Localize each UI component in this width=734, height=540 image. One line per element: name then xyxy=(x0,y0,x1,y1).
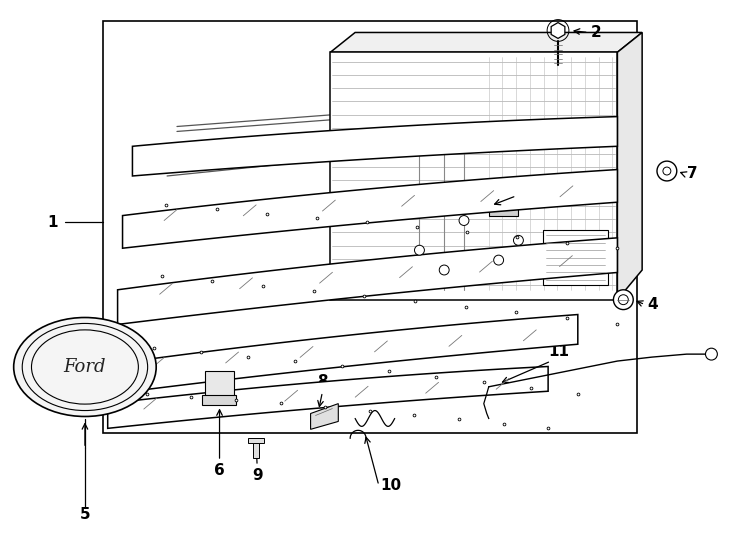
Polygon shape xyxy=(202,395,236,404)
Circle shape xyxy=(459,215,469,226)
Text: 7: 7 xyxy=(687,166,697,181)
Circle shape xyxy=(618,295,628,305)
Polygon shape xyxy=(112,314,578,394)
Polygon shape xyxy=(489,196,518,215)
Polygon shape xyxy=(551,23,565,38)
Text: 5: 5 xyxy=(79,508,90,522)
Circle shape xyxy=(439,265,449,275)
Polygon shape xyxy=(543,231,608,285)
Circle shape xyxy=(514,235,523,245)
Text: 4: 4 xyxy=(647,297,658,312)
Polygon shape xyxy=(132,117,617,176)
Ellipse shape xyxy=(14,318,156,416)
Text: Ford: Ford xyxy=(64,358,106,376)
Text: 11: 11 xyxy=(548,344,569,359)
Text: 2: 2 xyxy=(591,25,601,40)
Polygon shape xyxy=(108,367,548,428)
Circle shape xyxy=(657,161,677,181)
Text: 8: 8 xyxy=(317,374,328,389)
Circle shape xyxy=(705,348,717,360)
Polygon shape xyxy=(617,32,642,300)
Text: 1: 1 xyxy=(48,215,58,230)
Circle shape xyxy=(494,255,504,265)
Polygon shape xyxy=(253,443,259,458)
Polygon shape xyxy=(205,371,234,397)
Circle shape xyxy=(663,167,671,175)
Polygon shape xyxy=(248,438,264,443)
Text: 3: 3 xyxy=(518,185,529,200)
Circle shape xyxy=(614,290,633,309)
Text: 10: 10 xyxy=(380,478,401,493)
Circle shape xyxy=(415,245,424,255)
Polygon shape xyxy=(330,32,642,52)
Text: 9: 9 xyxy=(252,468,263,483)
Polygon shape xyxy=(123,170,617,248)
Polygon shape xyxy=(330,52,617,300)
Text: 6: 6 xyxy=(214,463,225,478)
Bar xyxy=(103,21,637,433)
Polygon shape xyxy=(310,403,338,429)
Polygon shape xyxy=(117,238,617,325)
